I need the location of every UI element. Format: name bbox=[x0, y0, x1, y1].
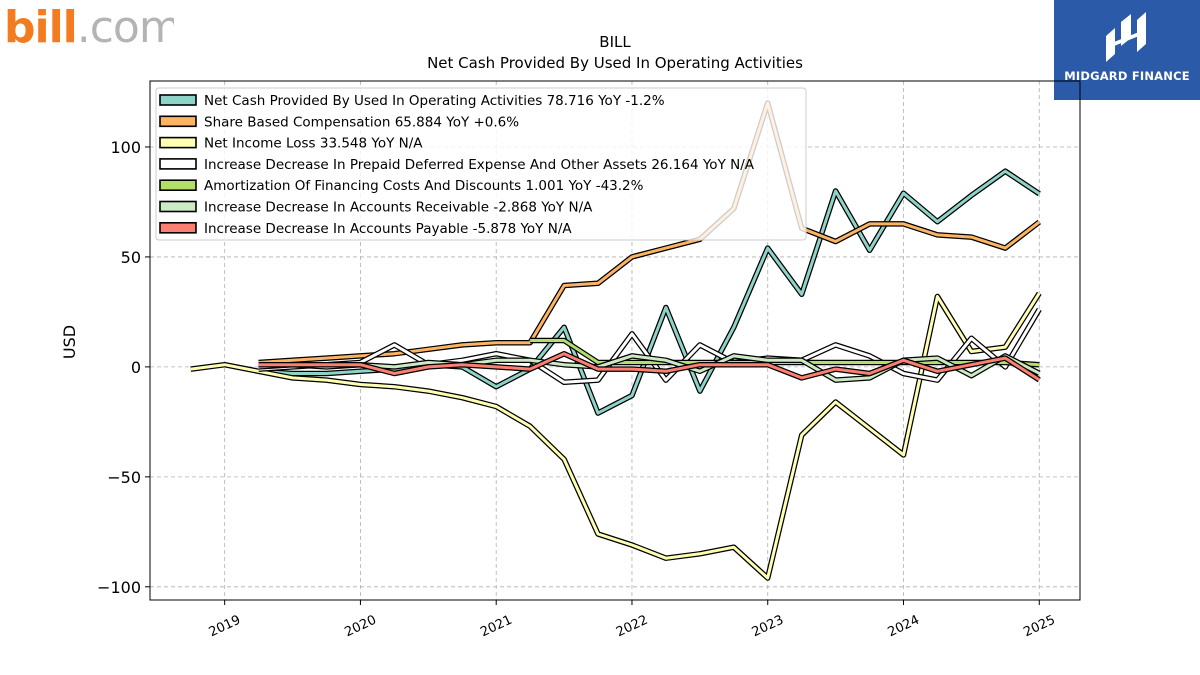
legend-swatch bbox=[159, 158, 197, 170]
legend-swatch bbox=[159, 115, 197, 128]
x-tick-label: 2024 bbox=[886, 613, 922, 641]
midgard-finance-name: MIDGARD FINANCE bbox=[1064, 69, 1190, 83]
series-line bbox=[258, 352, 1041, 382]
chart-subtitle: Net Cash Provided By Used In Operating A… bbox=[427, 54, 803, 72]
x-tick-label: 2023 bbox=[750, 613, 786, 641]
y-tick-label: 50 bbox=[121, 248, 141, 267]
x-tick-label: 2019 bbox=[207, 613, 243, 641]
legend-swatch bbox=[159, 94, 197, 106]
y-axis-label: USD bbox=[60, 325, 79, 359]
y-tick-label: 0 bbox=[131, 358, 141, 377]
x-tick-label: 2021 bbox=[478, 613, 514, 641]
series-3 bbox=[190, 291, 1042, 581]
bill-com-logo: bill.com bbox=[4, 2, 182, 53]
series-lines bbox=[190, 100, 1042, 581]
legend-entry-label: Amortization Of Financing Costs And Disc… bbox=[204, 178, 644, 194]
bill-logo-orange-text: bill bbox=[4, 2, 77, 50]
series-outline bbox=[190, 291, 1042, 581]
legend-swatch bbox=[159, 179, 197, 191]
legend-entry-label: Increase Decrease In Accounts Payable -5… bbox=[204, 221, 572, 237]
series-2 bbox=[258, 100, 1041, 366]
bill-logo-gray-text: .com bbox=[77, 2, 174, 50]
y-tick-label: 100 bbox=[110, 138, 141, 157]
midgard-finance-logo: MIDGARD FINANCE bbox=[1054, 0, 1200, 100]
x-tick-label: 2025 bbox=[1021, 613, 1057, 641]
legend-entry-label: Increase Decrease In Prepaid Deferred Ex… bbox=[204, 157, 755, 173]
series-line bbox=[258, 101, 1041, 364]
series-7 bbox=[258, 350, 1041, 383]
legend-entry-label: Net Cash Provided By Used In Operating A… bbox=[204, 93, 665, 109]
series-line bbox=[190, 292, 1041, 580]
svg-text:bill.com: bill.com bbox=[4, 2, 174, 50]
legend-entry-label: Net Income Loss 33.548 YoY N/A bbox=[204, 136, 423, 152]
x-tick-label: 2020 bbox=[342, 613, 378, 641]
legend-entry-label: Increase Decrease In Accounts Receivable… bbox=[204, 200, 593, 216]
legend-swatch bbox=[159, 222, 197, 234]
legend: Net Cash Provided By Used In Operating A… bbox=[155, 87, 807, 241]
chart-title: BILL bbox=[599, 33, 631, 51]
y-tick-label: −50 bbox=[107, 468, 141, 487]
midgard-emblem-icon bbox=[1106, 12, 1146, 62]
legend-swatch bbox=[159, 200, 197, 213]
legend-entry-label: Share Based Compensation 65.884 YoY +0.6… bbox=[204, 114, 519, 130]
x-tick-label: 2022 bbox=[614, 613, 650, 641]
y-tick-label: −100 bbox=[97, 578, 141, 597]
bill-com-logo-mark: bill.com bbox=[4, 2, 182, 53]
plot-frame bbox=[149, 80, 1081, 601]
legend-box bbox=[155, 87, 807, 241]
legend-swatch bbox=[159, 136, 197, 149]
